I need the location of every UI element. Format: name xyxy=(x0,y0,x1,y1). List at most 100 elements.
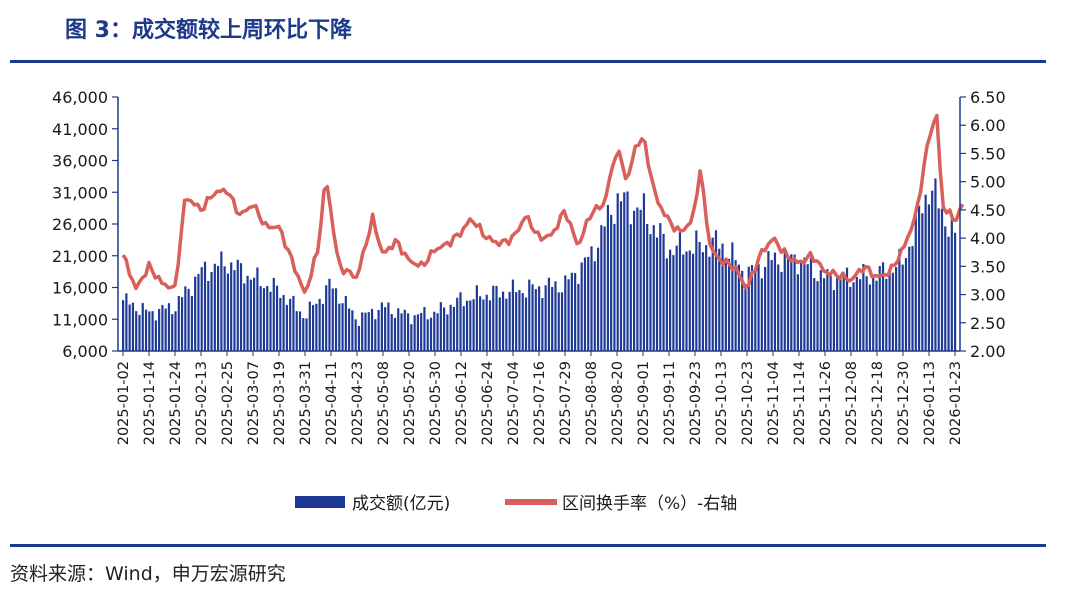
volume-bar xyxy=(898,248,901,351)
volume-bar xyxy=(226,273,230,351)
volume-bar xyxy=(289,298,292,351)
right-tick-label: 6.00 xyxy=(970,116,1006,135)
volume-bar xyxy=(413,315,416,351)
volume-bar xyxy=(154,320,157,351)
x-tick-label: 2025-03-07 xyxy=(246,361,262,445)
volume-bar xyxy=(492,285,495,351)
volume-bar xyxy=(875,280,878,351)
volume-bar xyxy=(849,286,852,351)
volume-bar xyxy=(144,309,148,351)
volume-bar xyxy=(610,214,613,351)
volume-bar xyxy=(659,223,662,351)
x-tick-label: 2025-02-25 xyxy=(220,361,236,445)
volume-bar xyxy=(731,242,734,351)
volume-bar xyxy=(698,241,701,351)
volume-bar xyxy=(511,279,514,351)
x-axis-ticks: 2025-01-02 2025-01-14 2025-01-24 2025-02-13… xyxy=(116,351,964,445)
volume-bar xyxy=(400,313,403,351)
volume-bar xyxy=(495,285,498,351)
volume-bar xyxy=(416,314,419,351)
volume-bar xyxy=(321,303,325,351)
volume-bar xyxy=(662,233,665,351)
volume-bar xyxy=(800,260,803,351)
volume-bar xyxy=(574,273,577,351)
volume-bar xyxy=(348,308,351,351)
volume-bar xyxy=(158,308,161,351)
volume-bar xyxy=(878,266,881,351)
volume-bar xyxy=(164,308,167,351)
volume-bar xyxy=(187,288,190,351)
volume-bar xyxy=(262,288,266,351)
right-tick-label: 3.00 xyxy=(970,286,1006,305)
volume-bar xyxy=(151,311,154,351)
right-tick-label: 4.50 xyxy=(970,201,1006,220)
volume-bar xyxy=(292,295,295,351)
x-tick-label: 2026-01-23 xyxy=(948,361,964,445)
volume-bar xyxy=(908,246,911,351)
volume-bar xyxy=(593,261,596,351)
volume-bar xyxy=(911,246,914,351)
left-tick-label: 31,000 xyxy=(52,183,108,202)
chart-area: 6,000 11,000 16,000 21,000 26,000 31,000 36,00… xyxy=(52,88,1006,514)
volume-bar xyxy=(390,314,393,351)
volume-bar xyxy=(194,276,197,351)
volume-bar xyxy=(636,207,639,351)
volume-bar xyxy=(603,226,606,351)
volume-bar xyxy=(246,275,249,351)
volume-bar xyxy=(819,270,822,351)
volume-bar xyxy=(773,252,777,351)
volume-bar xyxy=(727,258,731,351)
volume-bar xyxy=(626,191,629,351)
volume-bar xyxy=(308,301,311,351)
volume-bar xyxy=(528,279,531,351)
volume-bar xyxy=(564,275,567,351)
volume-bar xyxy=(600,225,603,351)
x-tick-label: 2025-09-11 xyxy=(662,361,678,445)
volume-bar xyxy=(557,292,560,351)
volume-bar xyxy=(829,275,832,351)
volume-bar xyxy=(282,295,285,351)
right-tick-label: 2.50 xyxy=(970,314,1006,333)
volume-bar xyxy=(122,300,125,351)
volume-bar xyxy=(426,319,429,351)
volume-bar xyxy=(344,296,347,351)
legend-bar-label: 成交额(亿元) xyxy=(352,494,450,514)
volume-bar xyxy=(826,269,829,351)
volume-bar xyxy=(331,288,334,351)
legend-bar-swatch xyxy=(295,496,345,508)
volume-bar xyxy=(266,286,269,351)
volume-bar xyxy=(881,262,885,351)
volume-bar xyxy=(714,230,718,351)
volume-bar xyxy=(541,298,544,351)
x-tick-label: 2025-03-19 xyxy=(272,361,288,445)
volume-bar xyxy=(410,324,413,351)
right-tick-label: 5.50 xyxy=(970,144,1006,163)
footer-rule xyxy=(10,544,1046,547)
volume-bar xyxy=(695,230,698,351)
legend-line-label: 区间换手率（%）-右轴 xyxy=(562,494,737,514)
volume-bar xyxy=(842,274,845,351)
left-tick-label: 26,000 xyxy=(52,215,108,234)
volume-bar xyxy=(459,292,462,351)
x-tick-label: 2025-06-12 xyxy=(454,361,470,445)
header-rule xyxy=(10,60,1046,63)
x-tick-label: 2025-08-20 xyxy=(610,361,626,445)
volume-bar xyxy=(174,311,177,351)
volume-bar xyxy=(521,293,524,351)
volume-bar xyxy=(891,272,894,351)
volume-bar xyxy=(895,267,898,351)
volume-bar xyxy=(131,302,135,351)
volume-bar xyxy=(885,278,888,351)
volume-bar xyxy=(370,308,374,351)
volume-bar xyxy=(377,310,380,351)
volume-bar xyxy=(141,303,144,351)
left-tick-label: 11,000 xyxy=(52,310,108,329)
volume-bar xyxy=(927,204,930,351)
volume-bar xyxy=(806,264,809,351)
volume-bar xyxy=(757,264,760,351)
volume-bar xyxy=(616,193,619,351)
chart-title: 图 3：成交额较上周环比下降 xyxy=(65,18,352,43)
volume-bar xyxy=(374,319,377,351)
volume-bar xyxy=(649,234,652,351)
volume-bar xyxy=(462,306,465,351)
